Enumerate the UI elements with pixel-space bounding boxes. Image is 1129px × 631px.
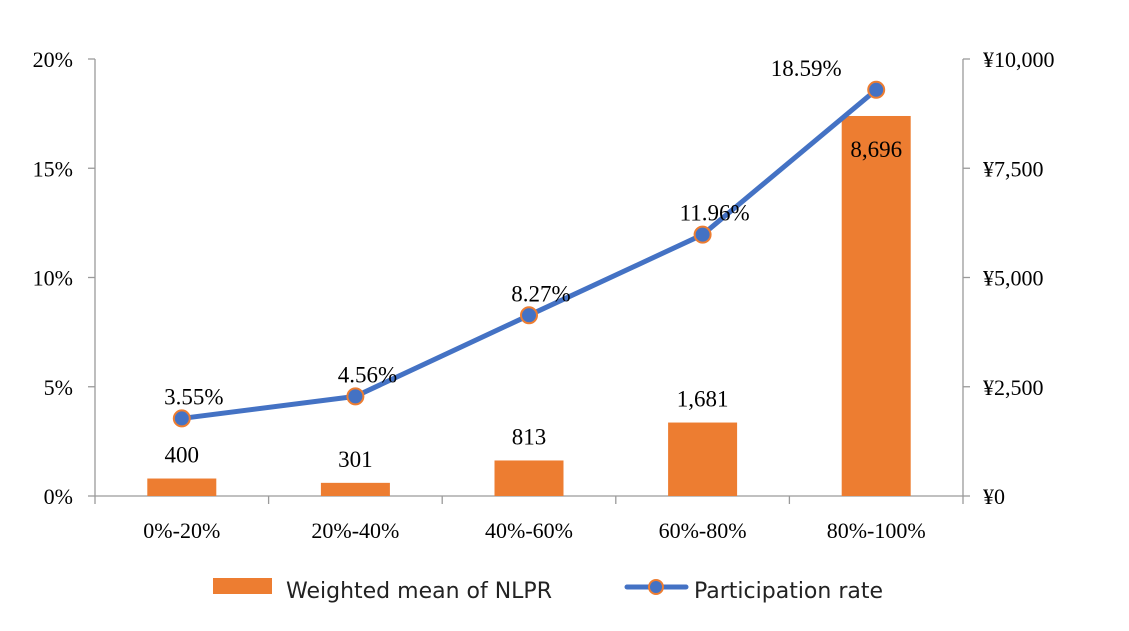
bar-data-label: 1,681 <box>677 387 729 412</box>
x-tick-label: 60%-80% <box>659 518 747 543</box>
bar <box>494 460 564 496</box>
participation-rate-line <box>179 87 879 421</box>
bar-data-label: 400 <box>165 443 200 468</box>
left-tick-label: 15% <box>33 156 73 181</box>
line-data-label: 3.55% <box>164 384 223 409</box>
bar <box>320 482 390 496</box>
x-tick-label: 40%-60% <box>485 518 573 543</box>
legend-label-nlpr: Weighted mean of NLPR <box>286 579 552 604</box>
x-tick-label: 0%-20% <box>143 518 220 543</box>
right-tick-label: ¥10,000 <box>983 47 1055 72</box>
bars <box>147 115 911 496</box>
bar <box>668 422 738 496</box>
line-marker <box>172 409 191 428</box>
line-marker <box>520 306 538 325</box>
data-labels: 400 301 813 1,681 8,696 3.55% 4.56% 8.27% 11.96%… <box>164 56 902 472</box>
left-tick-label: 5% <box>44 375 73 400</box>
line-data-label: 11.96% <box>680 201 750 226</box>
line-data-label: 4.56% <box>338 362 397 387</box>
right-tick-label: ¥7,500 <box>983 156 1044 181</box>
right-tick-label: ¥5,000 <box>983 266 1044 291</box>
line-data-label: 8.27% <box>511 281 570 306</box>
line-marker <box>346 387 365 406</box>
left-tick-label: 0% <box>44 484 73 509</box>
participation-rate-series <box>172 80 886 428</box>
x-tick-label: 20%-40% <box>311 518 399 543</box>
right-tick-label: ¥2,500 <box>983 375 1044 400</box>
line-data-label: 18.59% <box>771 56 842 81</box>
bar-data-label: 8,696 <box>850 137 902 162</box>
line-marker <box>693 225 712 244</box>
bar-data-label: 301 <box>338 447 373 472</box>
axes: 0% 5% 10% 15% 20% ¥0 ¥2,500 ¥5,000 ¥7,500 ¥10,000… <box>33 47 1055 543</box>
bar-data-label: 813 <box>512 424 547 449</box>
left-tick-label: 20% <box>33 47 73 72</box>
legend-swatch-participation-marker <box>648 579 664 595</box>
legend-swatch-nlpr <box>213 578 272 594</box>
legend: Weighted mean of NLPR Participation rate <box>213 578 883 604</box>
bar <box>147 478 217 496</box>
right-tick-label: ¥0 <box>983 484 1005 509</box>
x-tick-label: 80%-100% <box>827 518 926 543</box>
legend-label-participation: Participation rate <box>694 579 883 604</box>
left-tick-label: 10% <box>33 266 73 291</box>
line-marker <box>867 80 886 99</box>
bar <box>841 115 911 496</box>
